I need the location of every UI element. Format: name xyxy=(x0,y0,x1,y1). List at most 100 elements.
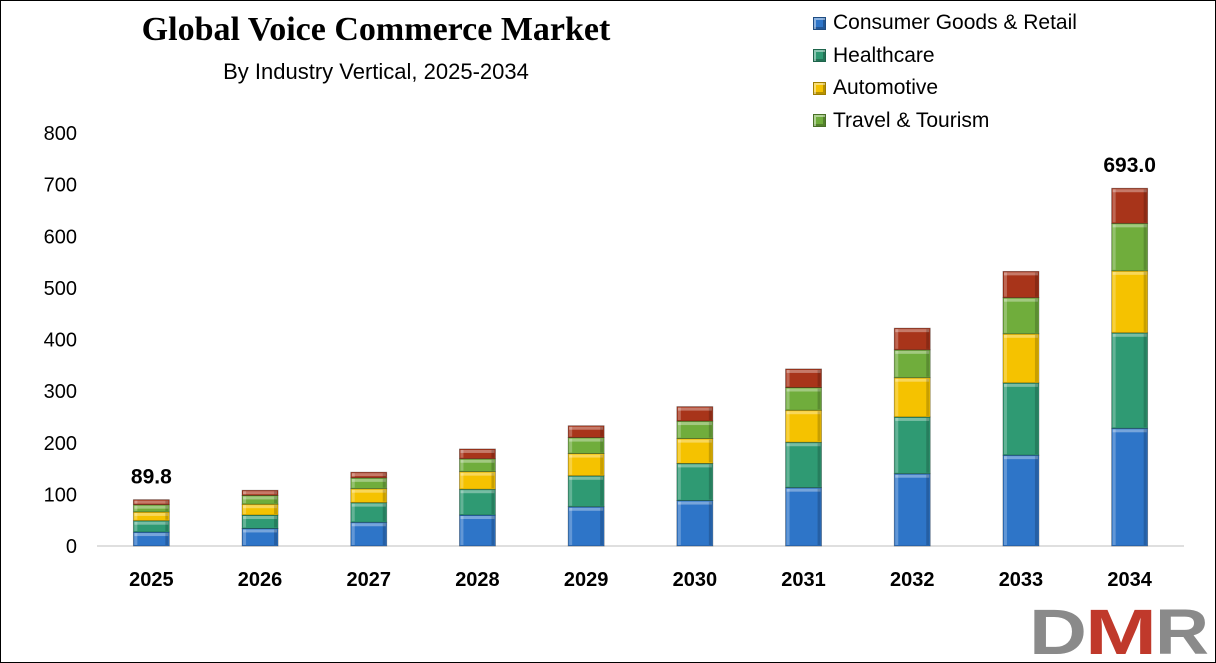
bar-bevel-top xyxy=(677,464,712,468)
legend-label-automotive: Automotive xyxy=(833,76,939,100)
bar-bevel-right xyxy=(926,417,930,473)
bar-bevel-right xyxy=(817,388,821,410)
bar-bevel-right xyxy=(382,489,386,502)
bar-bevel-left xyxy=(243,496,247,504)
bar-bevel-left xyxy=(895,378,899,416)
bar-bevel-right xyxy=(382,503,386,522)
bar-bevel-top xyxy=(786,443,821,447)
bar-bevel-right xyxy=(165,500,169,504)
bar-bevel-top xyxy=(243,491,278,495)
bar-bevel-left xyxy=(460,449,464,458)
bar-bevel-left xyxy=(895,417,899,473)
bar-segment xyxy=(893,349,931,379)
bar-bevel-top xyxy=(677,422,712,426)
bar-bevel-left xyxy=(134,512,138,520)
bar-bevel-right xyxy=(1034,334,1038,382)
bar-bevel-left xyxy=(677,464,681,500)
bar-bevel-left xyxy=(243,491,247,495)
bar-bevel-right xyxy=(600,507,604,545)
bar-bevel-right xyxy=(817,369,821,387)
x-tick-label: 2028 xyxy=(455,569,500,591)
bar-bevel-left xyxy=(786,369,790,387)
data-label: 89.8 xyxy=(131,466,172,489)
bar-bevel-left xyxy=(569,426,573,437)
bar-segment xyxy=(459,448,496,460)
bar-bevel-right xyxy=(708,501,712,545)
bar-segment xyxy=(1002,297,1040,335)
bar-bevel-left xyxy=(677,501,681,545)
y-tick-label: 500 xyxy=(44,278,77,300)
bar-bevel-right xyxy=(1143,271,1147,332)
bar-segment xyxy=(350,477,388,490)
bar-bevel-top xyxy=(1003,298,1038,302)
bar-bevel-top xyxy=(1112,189,1147,193)
bar-bevel-top xyxy=(895,329,930,333)
bar-bevel-top xyxy=(134,533,169,537)
bar-bevel-left xyxy=(1003,298,1007,333)
y-tick-label: 300 xyxy=(44,381,77,403)
bar-segment xyxy=(1002,270,1040,299)
bar-segment xyxy=(893,416,931,475)
bar-bevel-top xyxy=(460,490,495,494)
bar-bevel-left xyxy=(786,488,790,545)
bar-segment xyxy=(676,462,714,501)
bar-segment xyxy=(567,506,605,547)
bar-bevel-right xyxy=(1034,456,1038,545)
x-tick-label: 2031 xyxy=(781,569,826,591)
bar-segment xyxy=(1111,222,1149,272)
bar-bevel-right xyxy=(926,474,930,545)
bar-bevel-top xyxy=(786,369,821,373)
bar-bevel-top xyxy=(569,507,604,511)
bar-bevel-top xyxy=(243,496,278,500)
legend-label-travel-tourism: Travel & Tourism xyxy=(833,108,990,132)
bar-bevel-left xyxy=(351,489,355,502)
bar-bevel-right xyxy=(1143,189,1147,223)
legend-item-consumer-goods: Consumer Goods & Retail xyxy=(813,7,1077,40)
bar-bevel-left xyxy=(1003,383,1007,455)
bar-bevel-top xyxy=(351,489,386,493)
bar-bevel-left xyxy=(460,459,464,471)
bar-bevel-right xyxy=(382,478,386,488)
bar-bevel-right xyxy=(817,443,821,487)
bar-bevel-top xyxy=(134,500,169,504)
bar-bevel-left xyxy=(569,476,573,506)
bar-bevel-top xyxy=(1003,383,1038,387)
y-tick-label: 700 xyxy=(44,175,77,197)
bar-segment xyxy=(1002,382,1040,456)
bar-bevel-right xyxy=(274,516,278,528)
bar-bevel-left xyxy=(351,473,355,477)
x-tick-label: 2033 xyxy=(999,569,1044,591)
chart-title: Global Voice Commerce Market xyxy=(141,11,611,48)
bar-segment xyxy=(785,368,822,388)
y-tick-label: 0 xyxy=(66,536,77,558)
bar-bevel-left xyxy=(134,505,138,511)
bar-bevel-left xyxy=(677,422,681,438)
bar-bevel-top xyxy=(134,521,169,525)
bar-bevel-left xyxy=(134,533,138,545)
y-tick-label: 200 xyxy=(44,433,77,455)
bar-segment xyxy=(459,514,496,547)
bar-bevel-left xyxy=(569,507,573,545)
bar-segment xyxy=(567,425,605,438)
bar-bevel-right xyxy=(708,439,712,463)
bar-bevel-right xyxy=(1143,224,1147,270)
bar-bevel-top xyxy=(351,523,386,527)
bar-segment xyxy=(676,438,714,464)
x-tick-label: 2026 xyxy=(238,569,283,591)
bar-bevel-top xyxy=(569,438,604,442)
bar-bevel-left xyxy=(351,503,355,522)
bar-bevel-right xyxy=(382,473,386,477)
bar-bevel-right xyxy=(708,422,712,438)
bar-bevel-left xyxy=(460,490,464,515)
bar-bevel-top xyxy=(351,478,386,482)
bar-segment xyxy=(785,409,822,443)
bar-bevel-left xyxy=(460,472,464,489)
bar-bevel-top xyxy=(895,378,930,382)
bar-segment xyxy=(1111,427,1149,547)
bar-bevel-top xyxy=(243,505,278,509)
bar-bevel-left xyxy=(1112,271,1116,332)
bar-bevel-top xyxy=(677,439,712,443)
bar-bevel-top xyxy=(351,503,386,507)
